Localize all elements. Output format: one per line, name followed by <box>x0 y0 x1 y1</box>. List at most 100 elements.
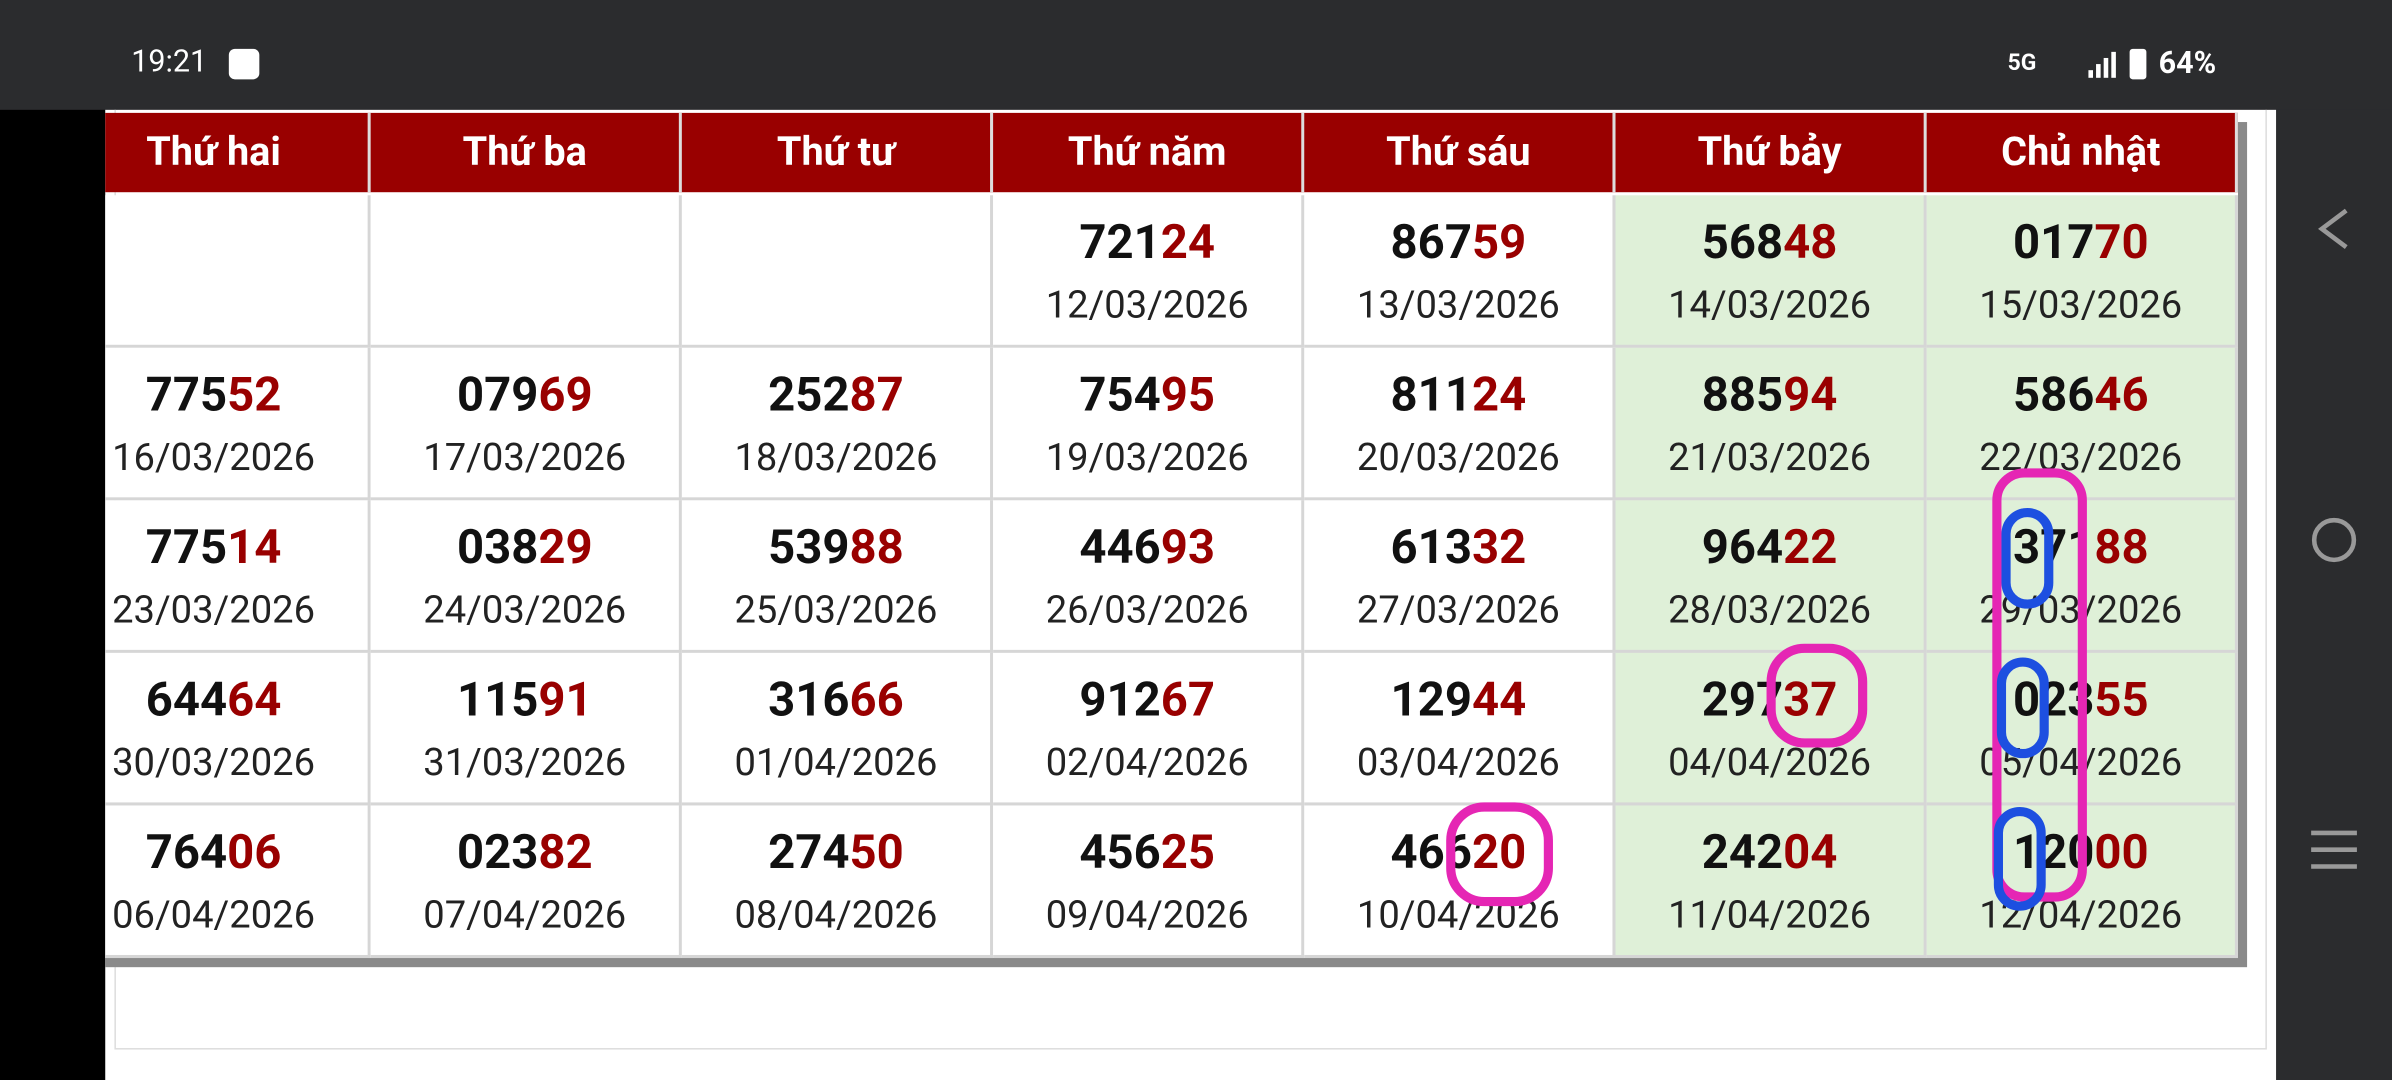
number-suffix: 37 <box>1783 671 1838 728</box>
table-cell: 31666 01/04/2026 <box>681 652 994 806</box>
number-suffix: 91 <box>538 671 593 728</box>
number-suffix: 44 <box>1471 671 1527 728</box>
draw-date: 15/03/2026 <box>1979 283 2183 328</box>
blue-oval <box>2001 507 2054 609</box>
draw-date: 20/03/2026 <box>1356 436 1560 481</box>
number-suffix: 04 <box>1783 823 1838 881</box>
number-suffix: 59 <box>1471 213 1527 271</box>
result-number: 45625 <box>993 824 1301 880</box>
draw-date: 18/03/2026 <box>734 436 938 481</box>
number-suffix: 87 <box>849 366 904 423</box>
result-number: 03829 <box>371 519 679 575</box>
number-suffix: 14 <box>227 518 282 576</box>
draw-date: 19/03/2026 <box>1045 436 1249 481</box>
result-number: 64464 <box>105 671 367 727</box>
page-content: Thứ hai Thứ ba Thứ tư Thứ năm Thứ sáu Thứ bảy… <box>105 109 2277 1080</box>
draw-date: 07/04/2026 <box>423 893 627 939</box>
result-number: 91267 <box>993 671 1301 727</box>
draw-date: 13/03/2026 <box>1356 283 1560 328</box>
notification-icon <box>228 48 260 80</box>
result-number: 44693 <box>993 519 1301 575</box>
result-number: 25287 <box>682 366 990 422</box>
number-suffix: 88 <box>849 518 904 576</box>
table-cell: 07969 17/03/2026 <box>370 347 682 501</box>
recents-button[interactable] <box>2311 830 2357 869</box>
number-prefix: 885 <box>1701 366 1784 423</box>
pink-circle <box>1766 643 1868 748</box>
number-suffix: 29 <box>538 518 593 576</box>
table-cell: 02382 07/04/2026 <box>370 805 682 959</box>
number-prefix: 775 <box>145 518 228 576</box>
number-suffix: 88 <box>2094 518 2149 576</box>
table-cell: 27450 08/04/2026 <box>681 805 994 959</box>
draw-date: 09/04/2026 <box>1045 893 1249 939</box>
result-number: 24204 <box>1616 824 1924 880</box>
home-button[interactable] <box>2311 517 2357 563</box>
result-number: 77514 <box>105 519 367 575</box>
number-suffix: 48 <box>1783 213 1838 271</box>
draw-date: 26/03/2026 <box>1045 588 1249 634</box>
table-cell: 77514 23/03/2026 <box>105 500 371 653</box>
result-number: 58646 <box>1927 366 2235 422</box>
annotations <box>1446 468 2087 911</box>
table-cell: 46620 10/04/2026 <box>1304 805 1616 959</box>
table-cell: 29737 04/04/2026 <box>1615 652 1927 806</box>
table-cell <box>370 195 682 348</box>
number-suffix: 95 <box>1160 366 1216 423</box>
result-number: 12944 <box>1304 671 1612 727</box>
number-prefix: 867 <box>1390 213 1472 271</box>
number-suffix: 69 <box>538 366 593 423</box>
number-suffix: 93 <box>1160 518 1216 576</box>
number-suffix: 06 <box>227 823 282 881</box>
column-header: Thứ tư <box>681 112 994 193</box>
draw-date: 25/03/2026 <box>734 588 938 634</box>
table-cell: 75495 19/03/2026 <box>993 347 1305 501</box>
draw-date: 03/04/2026 <box>1356 741 1560 786</box>
blue-oval <box>1993 806 2046 911</box>
left-edge <box>0 109 106 1080</box>
number-prefix: 912 <box>1079 671 1161 728</box>
result-number: 02382 <box>371 824 679 880</box>
number-prefix: 446 <box>1079 518 1161 576</box>
table-cell: 91267 02/04/2026 <box>993 652 1305 806</box>
number-prefix: 023 <box>456 823 539 881</box>
number-suffix: 46 <box>2094 366 2149 423</box>
result-number: 31666 <box>682 671 990 727</box>
number-suffix: 00 <box>2094 823 2149 881</box>
draw-date: 24/03/2026 <box>423 588 627 634</box>
result-number: 11591 <box>371 671 679 727</box>
number-prefix: 316 <box>768 671 850 728</box>
result-number: 88594 <box>1616 366 1924 422</box>
column-header: Thứ hai <box>105 112 371 193</box>
table-cell: 64464 30/03/2026 <box>105 652 371 806</box>
draw-date: 11/04/2026 <box>1668 893 1872 939</box>
column-header: Thứ sáu <box>1304 112 1616 193</box>
draw-date: 04/04/2026 <box>1668 741 1872 786</box>
result-number: 56848 <box>1616 214 1924 270</box>
number-prefix: 456 <box>1079 823 1161 881</box>
status-bar: 19:21 5G 64% <box>0 0 2392 110</box>
table-cell: 45625 09/04/2026 <box>993 805 1305 959</box>
number-prefix: 115 <box>456 671 539 728</box>
table-cell: 53988 25/03/2026 <box>681 500 994 653</box>
number-prefix: 754 <box>1079 366 1161 423</box>
result-number: 01770 <box>1927 214 2235 270</box>
battery-level: 64% <box>2158 44 2217 81</box>
number-prefix: 466 <box>1390 823 1472 881</box>
number-prefix: 242 <box>1701 823 1784 881</box>
draw-date: 21/03/2026 <box>1668 436 1872 481</box>
number-suffix: 24 <box>1160 213 1216 271</box>
draw-date: 02/04/2026 <box>1045 741 1249 786</box>
result-number: 72124 <box>993 214 1301 270</box>
table-cell: 01770 15/03/2026 <box>1926 195 2238 348</box>
number-prefix: 811 <box>1390 366 1472 423</box>
result-number: 07969 <box>371 366 679 422</box>
number-suffix: 94 <box>1783 366 1838 423</box>
number-prefix: 764 <box>145 823 228 881</box>
table-cell: 56848 14/03/2026 <box>1615 195 1927 348</box>
number-suffix: 64 <box>227 671 282 728</box>
back-button[interactable] <box>2318 208 2348 249</box>
number-prefix: 964 <box>1701 518 1784 576</box>
table-cell: 96422 28/03/2026 <box>1615 500 1927 653</box>
